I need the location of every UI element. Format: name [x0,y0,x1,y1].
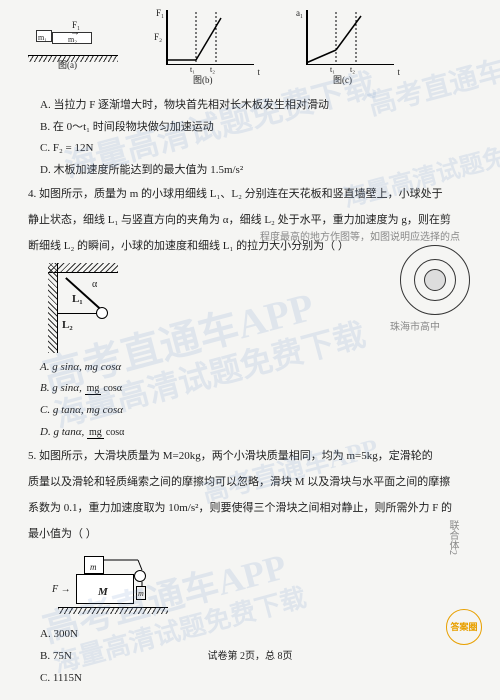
option-3d: D. 木板加速度所能达到的最大值为 1.5m/s² [40,162,482,180]
option-3c: C. F₂ = 12N [40,140,482,158]
figure-b: F₁ F₂ t₁ t₂ t 图(b) [158,8,258,73]
l1-label: L₁ [72,291,83,309]
option-4d: D. g tanα, mgcosα [40,424,482,442]
l2-label: L₂ [62,317,73,335]
F-label: F → [52,582,71,598]
brand-badge: 答案圈 [446,609,482,645]
option-4a: A. g sinα, mg cosα [40,359,482,377]
fig-a-label: 图(a) [58,58,77,72]
q5-stem-3: 系数为 0.1，重力加速度取为 10m/s²，则要使得三个滑块之间相对静止，则所… [28,499,482,519]
circle-figure [400,245,470,315]
figure-q4: L₁ L₂ α [48,263,138,353]
faint-text-1: 程度最高的地方作图等，如图说明应选择的点 [260,230,460,246]
option-3a: A. 当拉力 F 逐渐增大时，物块首先相对长木板发生相对滑动 [40,97,482,115]
figure-q5: M m m F → [58,550,168,620]
m1-label: m₁ [38,32,47,45]
fig-c-label: 图(c) [333,73,352,87]
page-footer: 试卷第 2页，总 8页 [0,649,500,665]
m-label-top: m [90,560,97,574]
q5-stem-1: 5. 如图所示，大滑块质量为 M=20kg，两个小滑块质量相同，均为 m=5kg… [28,447,482,467]
option-4c: C. g tanα, mg cosα [40,402,482,420]
m-label-side: m [138,588,144,601]
figure-a: F₁ → m₁ m₂ 图(a) [28,8,118,58]
m2-label: m₂ [68,34,77,47]
M-label: M [98,584,108,602]
faint-text-3: 联合体2 [444,520,460,555]
q5-stem-2: 质量以及滑轮和轻质绳索之间的摩擦均可以忽略，滑块 M 以及滑块与水平面之间的摩擦 [28,473,482,493]
figure-row: F₁ → m₁ m₂ 图(a) F₁ F₂ t₁ t₂ t 图(b) [28,8,482,73]
figure-c: a₁ t₁ t₂ t 图(c) [298,8,398,73]
q4-stem-2: 静止状态，细线 L₁ 与竖直方向的夹角为 α，细线 L₂ 处于水平，重力加速度为… [28,211,482,231]
faint-text-2: 珠海市高中 [390,320,440,336]
option-4b: B. g sinα, mgcosα [40,380,482,398]
option-3b: B. 在 0～t₁ 时间段物块做匀加速运动 [40,119,482,137]
q4-stem-1: 4. 如图所示，质量为 m 的小球用细线 L₁、L₂ 分别连在天花板和竖直墙壁上… [28,185,482,205]
q5-stem-4: 最小值为（ ） [28,525,482,545]
alpha-label: α [92,277,97,293]
fig-b-label: 图(b) [193,73,213,87]
